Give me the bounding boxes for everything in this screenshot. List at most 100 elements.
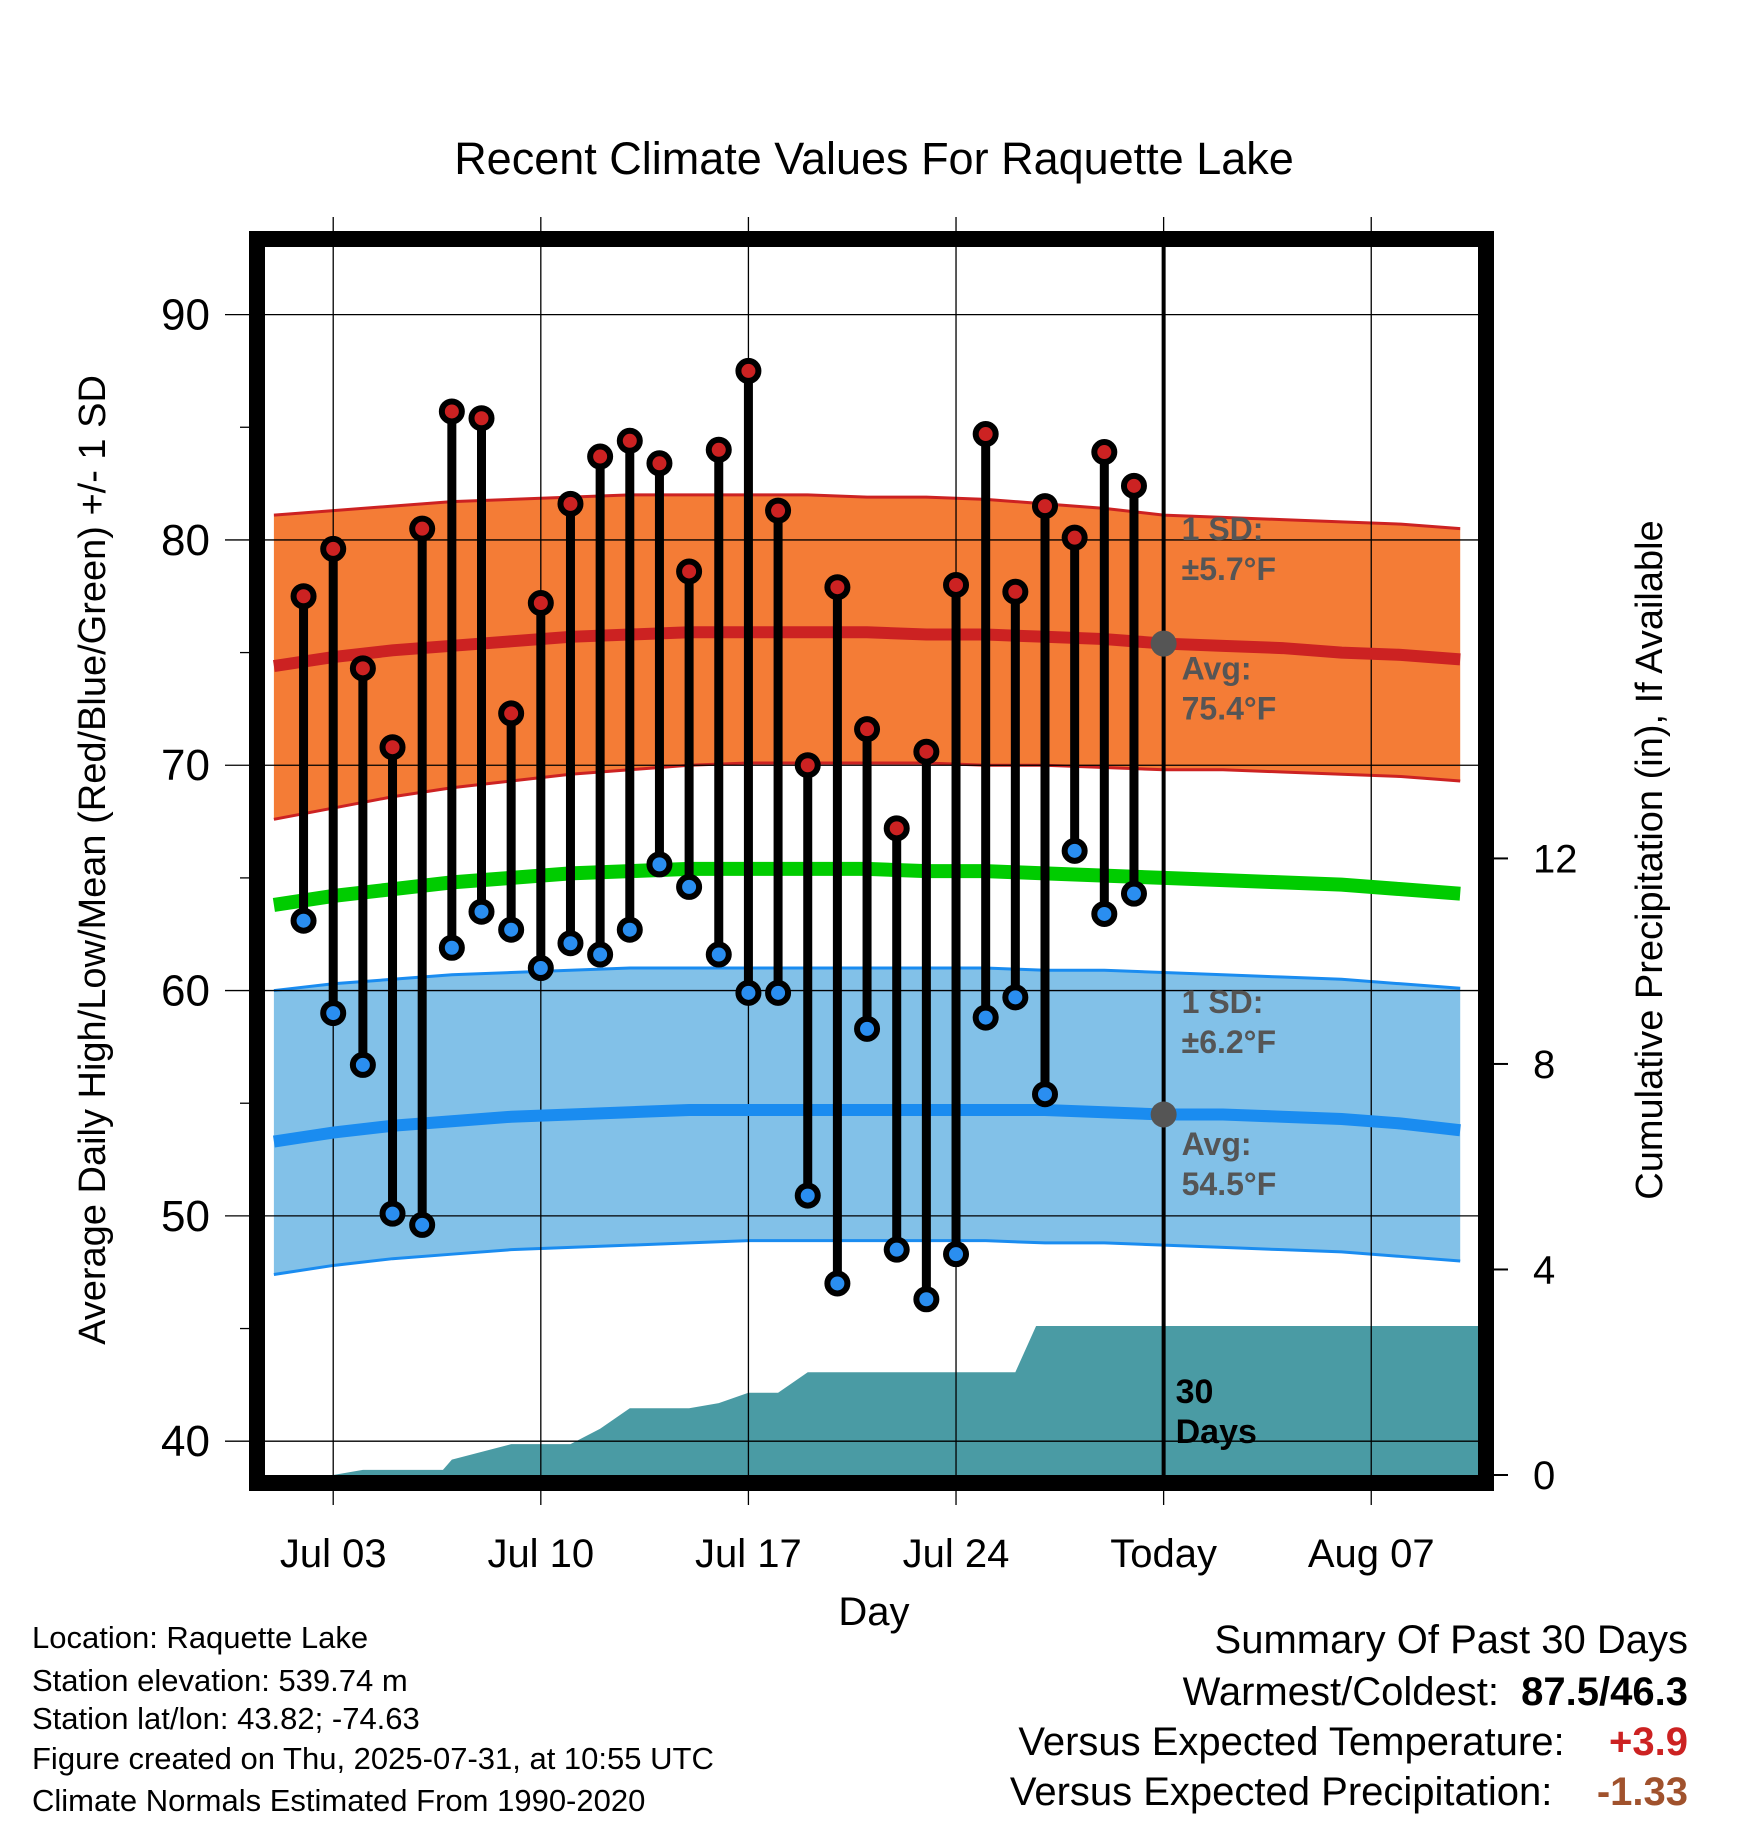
- chart-title: Recent Climate Values For Raquette Lake: [454, 133, 1294, 184]
- observed-high-point: [587, 443, 614, 470]
- x-tick-label: Jul 03: [280, 1532, 387, 1576]
- y2-axis-label: Cumulative Precipitation (in), If Availa…: [1629, 520, 1671, 1199]
- observed-low-point: [794, 1182, 821, 1209]
- observed-low-point: [438, 934, 465, 961]
- observed-low-point: [765, 979, 792, 1006]
- summary-temp-row: Versus Expected Temperature: +3.9: [1018, 1720, 1688, 1765]
- observed-low-point: [616, 916, 643, 943]
- observed-high-point: [854, 716, 881, 743]
- temp-label: Versus Expected Temperature:: [1018, 1720, 1565, 1764]
- observed-high-point: [557, 490, 584, 517]
- observed-low-point: [1091, 900, 1118, 927]
- observed-low-point: [646, 851, 673, 878]
- observed-low-point: [676, 873, 703, 900]
- observed-high-point: [290, 583, 317, 610]
- observed-high-point: [735, 357, 762, 384]
- high-sd-annotation: ±5.7°F: [1182, 551, 1276, 587]
- observed-high-point: [527, 590, 554, 617]
- days-annotation: 30: [1176, 1373, 1214, 1411]
- observed-high-point: [1120, 472, 1147, 499]
- y-axis-label: Average Daily High/Low/Mean (Red/Blue/Gr…: [72, 375, 114, 1345]
- high-sd-annotation: 1 SD:: [1182, 511, 1264, 547]
- observed-low-point: [705, 941, 732, 968]
- observed-low-point: [320, 1000, 347, 1027]
- low-sd-annotation: 1 SD:: [1182, 984, 1264, 1020]
- observed-high-point: [943, 571, 970, 598]
- observed-low-point: [1061, 837, 1088, 864]
- summary-precip-row: Versus Expected Precipitation: -1.33: [1010, 1770, 1688, 1815]
- observed-low-point: [409, 1211, 436, 1238]
- days-annotation: Days: [1176, 1413, 1257, 1451]
- observed-high-point: [676, 558, 703, 585]
- observed-high-point: [765, 497, 792, 524]
- observed-high-point: [913, 738, 940, 765]
- x-tick-label: Jul 17: [695, 1532, 802, 1576]
- observed-low-point: [1002, 984, 1029, 1011]
- y2-tick-label: 8: [1533, 1043, 1555, 1087]
- observed-low-point: [290, 907, 317, 934]
- y-tick-label: 40: [161, 1417, 210, 1466]
- observed-high-point: [616, 427, 643, 454]
- observed-high-point: [468, 405, 495, 432]
- observed-low-point: [1031, 1081, 1058, 1108]
- observed-low-point: [527, 955, 554, 982]
- observed-low-point: [379, 1200, 406, 1227]
- low-avg-annotation: 54.5°F: [1182, 1166, 1277, 1202]
- observed-high-point: [1031, 493, 1058, 520]
- summary-warmest-row: Warmest/Coldest: 87.5/46.3: [1183, 1670, 1688, 1715]
- observed-low-point: [824, 1270, 851, 1297]
- plot-frame: [249, 231, 1494, 1491]
- summary-heading: Summary Of Past 30 Days: [1214, 1618, 1688, 1662]
- warmest-value: 87.5/46.3: [1521, 1670, 1688, 1714]
- observed-high-point: [705, 436, 732, 463]
- observed-high-point: [646, 450, 673, 477]
- observed-high-point: [824, 574, 851, 601]
- observed-high-point: [320, 535, 347, 562]
- y-tick-label: 60: [161, 967, 210, 1016]
- observed-low-point: [854, 1015, 881, 1042]
- x-tick-label: Jul 24: [903, 1532, 1010, 1576]
- warmest-label: Warmest/Coldest:: [1182, 1670, 1499, 1714]
- y-tick-label: 70: [161, 741, 210, 790]
- x-tick-label: Today: [1110, 1532, 1217, 1576]
- observed-low-point: [1120, 880, 1147, 907]
- low-sd-annotation: ±6.2°F: [1182, 1024, 1276, 1060]
- observed-high-point: [794, 752, 821, 779]
- x-tick-label: Jul 10: [487, 1532, 594, 1576]
- observed-high-point: [972, 421, 999, 448]
- y2-tick-label: 4: [1533, 1248, 1555, 1292]
- climate-normals-source: Climate Normals Estimated From 1990-2020: [32, 1783, 646, 1818]
- y-tick-label: 80: [161, 516, 210, 565]
- high-avg-annotation: 75.4°F: [1182, 691, 1277, 727]
- low-avg-today-marker: [1150, 1101, 1177, 1128]
- observed-low-point: [883, 1236, 910, 1263]
- observed-low-point: [972, 1004, 999, 1031]
- observed-high-point: [438, 398, 465, 425]
- high-avg-today-marker: [1150, 630, 1177, 657]
- x-tick-label: Aug 07: [1308, 1532, 1435, 1576]
- low-avg-line: [272, 1103, 1461, 1148]
- station-elevation: Station elevation: 539.74 m: [32, 1663, 408, 1698]
- observed-low-point: [498, 916, 525, 943]
- figure-created: Figure created on Thu, 2025-07-31, at 10…: [32, 1741, 714, 1776]
- precip-label: Versus Expected Precipitation:: [1009, 1770, 1553, 1814]
- observed-low-point: [943, 1241, 970, 1268]
- observed-high-point: [349, 655, 376, 682]
- y2-tick-label: 12: [1533, 837, 1578, 881]
- y-tick-label: 50: [161, 1192, 210, 1241]
- station-latlon: Station lat/lon: 43.82; -74.63: [32, 1701, 420, 1736]
- observed-high-point: [883, 815, 910, 842]
- y2-tick-label: 0: [1533, 1454, 1555, 1498]
- observed-high-point: [1061, 524, 1088, 551]
- observed-high-point: [1002, 578, 1029, 605]
- precip-area: [265, 1325, 1478, 1475]
- temp-value: +3.9: [1609, 1720, 1688, 1764]
- observed-low-point: [913, 1286, 940, 1313]
- observed-high-point: [1091, 439, 1118, 466]
- x-axis-label: Day: [838, 1590, 909, 1634]
- observed-low-point: [349, 1051, 376, 1078]
- y-tick-label: 90: [161, 291, 210, 340]
- low-sd-lower-line: [273, 1239, 1461, 1276]
- high-avg-annotation: Avg:: [1182, 651, 1252, 687]
